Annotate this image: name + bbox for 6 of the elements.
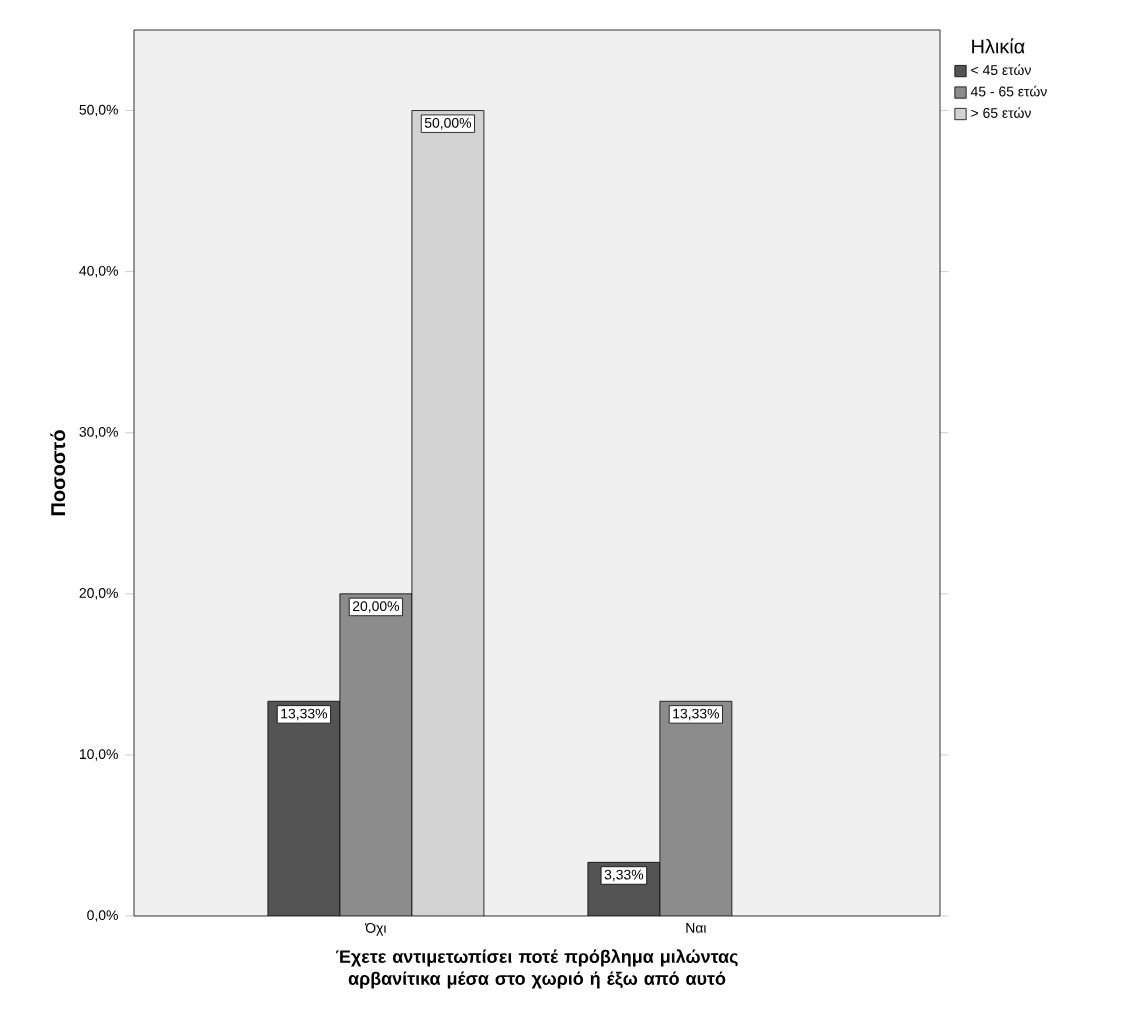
bar [339, 593, 413, 916]
y-axis-title: Ποσοστό [50, 430, 66, 516]
bar [659, 700, 733, 916]
bar [267, 700, 341, 916]
x-axis-title: Έχετε αντιμετωπίσει ποτέ πρόβλημα μιλώντας αρβανίτικα μέσα στο χωριό ή έξω από αυτό [336, 949, 738, 989]
legend-title: Ηλικία [972, 38, 1025, 54]
